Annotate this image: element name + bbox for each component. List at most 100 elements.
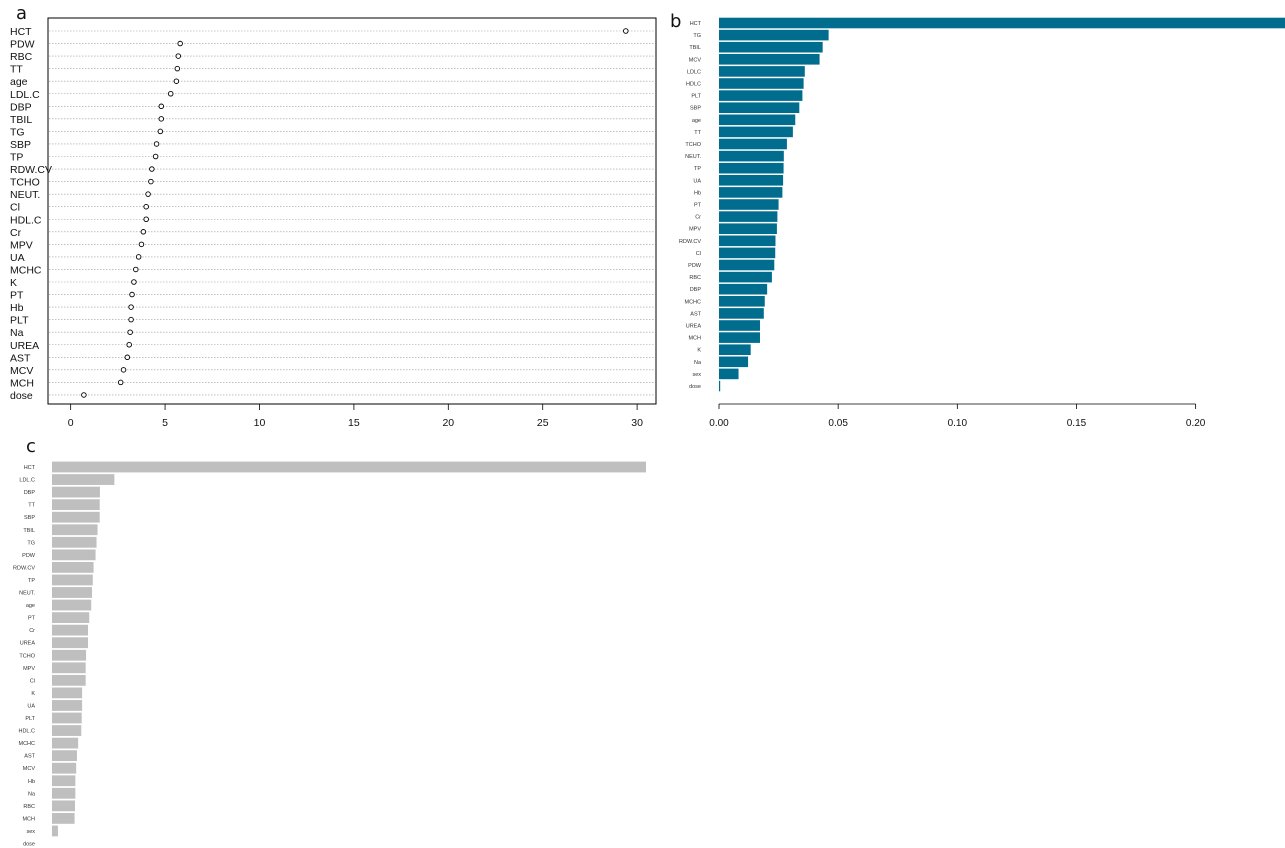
panel-a-point xyxy=(173,78,180,84)
panel-b-bar xyxy=(719,138,787,150)
panel-c-category-label: Cl xyxy=(30,678,35,684)
panel-a-category-label: dose xyxy=(10,390,33,402)
panel-b-category-label: PLT xyxy=(691,94,701,100)
panel-c-bar xyxy=(52,624,89,636)
panel-b-bar xyxy=(719,17,1285,29)
panel-a-category-label: PLT xyxy=(10,315,29,327)
panel-b-category-label: age xyxy=(692,118,701,124)
panel-a-point xyxy=(157,128,164,135)
panel-b-category-label: NEUT. xyxy=(685,154,701,160)
panel-a-category-label: AST xyxy=(10,352,31,364)
panel-b-category-label: HCT xyxy=(690,21,702,27)
panel-a-category-label: Hb xyxy=(10,302,24,314)
panel-a-point xyxy=(158,116,165,122)
panel-b-bar xyxy=(719,356,749,368)
panel-a-point xyxy=(135,254,142,260)
panel-c-bar xyxy=(52,787,76,799)
panel-a-category-label: K xyxy=(10,277,17,289)
panel-b-category-label: SBP xyxy=(690,106,701,112)
panel-c-category-label: age xyxy=(26,603,35,609)
panel-a-point xyxy=(145,191,151,197)
panel-b-category-label: Hb xyxy=(694,190,701,196)
panel-b-bar xyxy=(719,90,803,101)
panel-b-bar xyxy=(719,187,783,198)
panel-c-category-label: K xyxy=(31,691,35,697)
panel-a-point xyxy=(149,166,155,172)
panel-c-category-label: NEUT. xyxy=(19,591,35,597)
panel-c-category-label: TP xyxy=(28,578,35,584)
panel-b-bar xyxy=(719,283,768,295)
panel-c-bar xyxy=(52,687,83,699)
panel-b-tick-label: 0.15 xyxy=(1067,418,1087,429)
panel-c-bar xyxy=(52,725,82,736)
panel-c-bar xyxy=(52,574,93,586)
panel-a-point xyxy=(143,203,149,210)
panel-a-category-label: HDL.C xyxy=(10,214,42,226)
panel-c-label: c xyxy=(26,436,36,457)
panel-c-category-label: UA xyxy=(27,703,35,709)
panel-b-tick-label: 0.20 xyxy=(1186,418,1206,429)
panel-c-category-label: MCV xyxy=(23,766,36,772)
panel-a-category-label: TCHO xyxy=(10,177,40,189)
panel-b-bar xyxy=(719,247,776,259)
panel-c-bar xyxy=(52,712,82,724)
panel-a-point xyxy=(81,392,87,398)
panel-a-point xyxy=(153,141,160,147)
panel-c-category-label: Cr xyxy=(29,628,35,634)
panel-c-bar xyxy=(52,775,76,787)
panel-b-tick-label: 0.05 xyxy=(828,418,848,429)
panel-b-category-label: sex xyxy=(692,372,701,378)
panel-a-point xyxy=(127,329,133,335)
panel-c-category-label: TBIL xyxy=(23,528,35,534)
panel-c-category-label: HCT xyxy=(24,465,36,471)
panel-b-tick-label: 0.00 xyxy=(709,418,729,429)
panel-b-category-label: dose xyxy=(689,384,701,390)
panel-c-category-label: PT xyxy=(28,616,36,622)
panel-a-point xyxy=(174,65,181,72)
panel-b-category-label: UA xyxy=(693,178,701,184)
panel-c-bar xyxy=(52,762,77,774)
panel-c-bar xyxy=(52,562,94,573)
panel-b-category-label: Na xyxy=(694,360,702,366)
panel-b-bar xyxy=(719,78,804,89)
panel-c-bar xyxy=(52,536,97,548)
panel-b-category-label: MPV xyxy=(689,227,701,233)
panel-a-category-label: RDW.CV xyxy=(10,164,52,176)
panel-b-category-label: DBP xyxy=(690,287,702,293)
panel-a-point xyxy=(623,28,629,34)
panel-c-bar xyxy=(52,511,100,523)
panel-b-bar xyxy=(719,150,784,162)
panel-a-category-label: TT xyxy=(10,64,23,76)
panel-a-point xyxy=(133,266,139,273)
panel-c-bar xyxy=(52,612,90,623)
panel-a-tick-label: 5 xyxy=(162,417,168,429)
panel-b-label: b xyxy=(670,11,681,32)
panel-b-bar xyxy=(719,114,796,126)
panel-a-tick-label: 0 xyxy=(68,417,74,429)
panel-b-tick-label: 0.10 xyxy=(948,418,968,429)
panel-b-category-label: TP xyxy=(694,166,701,172)
panel-b-category-label: TBIL xyxy=(689,45,701,51)
panel-a-category-label: PDW xyxy=(10,39,35,51)
panel-c-bar xyxy=(52,674,86,686)
panel-a-category-label: MCV xyxy=(10,365,33,377)
panel-b-bar xyxy=(719,126,793,138)
panel-b-bar xyxy=(719,259,775,271)
panel-b-bar xyxy=(719,54,820,65)
panel-a-point xyxy=(129,291,135,298)
panel-c-barchart: HCT LDL.C DBP TT SBP TBIL TG PDW RDW.CV TP NEUT. ag… xyxy=(13,461,646,848)
panel-c-category-label: PDW xyxy=(22,553,36,559)
panel-a-point xyxy=(152,153,159,160)
panel-b-bar xyxy=(719,308,764,319)
panel-a-point xyxy=(120,367,127,373)
panel-b-category-label: RBC xyxy=(689,275,701,281)
panel-a-tick-label: 30 xyxy=(631,417,643,429)
panel-c-bar xyxy=(52,524,98,536)
panel-a-point xyxy=(148,178,154,185)
panel-a-point xyxy=(128,316,134,323)
panel-b-bar xyxy=(719,66,805,77)
panel-c-category-label: SBP xyxy=(24,515,35,521)
panel-b-bar xyxy=(719,380,721,392)
panel-b-bar xyxy=(719,223,777,234)
